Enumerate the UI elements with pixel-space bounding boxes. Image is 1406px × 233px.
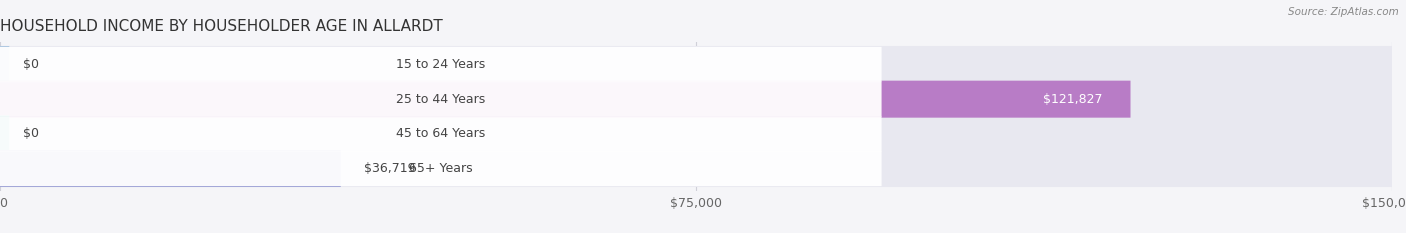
FancyBboxPatch shape xyxy=(0,115,10,152)
FancyBboxPatch shape xyxy=(0,81,1130,118)
FancyBboxPatch shape xyxy=(0,81,1392,118)
Text: Source: ZipAtlas.com: Source: ZipAtlas.com xyxy=(1288,7,1399,17)
FancyBboxPatch shape xyxy=(0,151,882,186)
FancyBboxPatch shape xyxy=(0,116,882,151)
FancyBboxPatch shape xyxy=(0,46,1392,83)
FancyBboxPatch shape xyxy=(0,47,882,82)
FancyBboxPatch shape xyxy=(0,150,340,187)
Text: $121,827: $121,827 xyxy=(1043,93,1102,106)
FancyBboxPatch shape xyxy=(0,150,1392,187)
FancyBboxPatch shape xyxy=(0,115,1392,152)
Text: 45 to 64 Years: 45 to 64 Years xyxy=(396,127,485,140)
Text: 25 to 44 Years: 25 to 44 Years xyxy=(396,93,485,106)
Text: $36,719: $36,719 xyxy=(364,162,415,175)
Text: $0: $0 xyxy=(22,127,39,140)
Text: 65+ Years: 65+ Years xyxy=(409,162,472,175)
FancyBboxPatch shape xyxy=(0,46,10,83)
Text: 15 to 24 Years: 15 to 24 Years xyxy=(396,58,485,71)
FancyBboxPatch shape xyxy=(0,82,882,117)
Text: HOUSEHOLD INCOME BY HOUSEHOLDER AGE IN ALLARDT: HOUSEHOLD INCOME BY HOUSEHOLDER AGE IN A… xyxy=(0,19,443,34)
Text: $0: $0 xyxy=(22,58,39,71)
